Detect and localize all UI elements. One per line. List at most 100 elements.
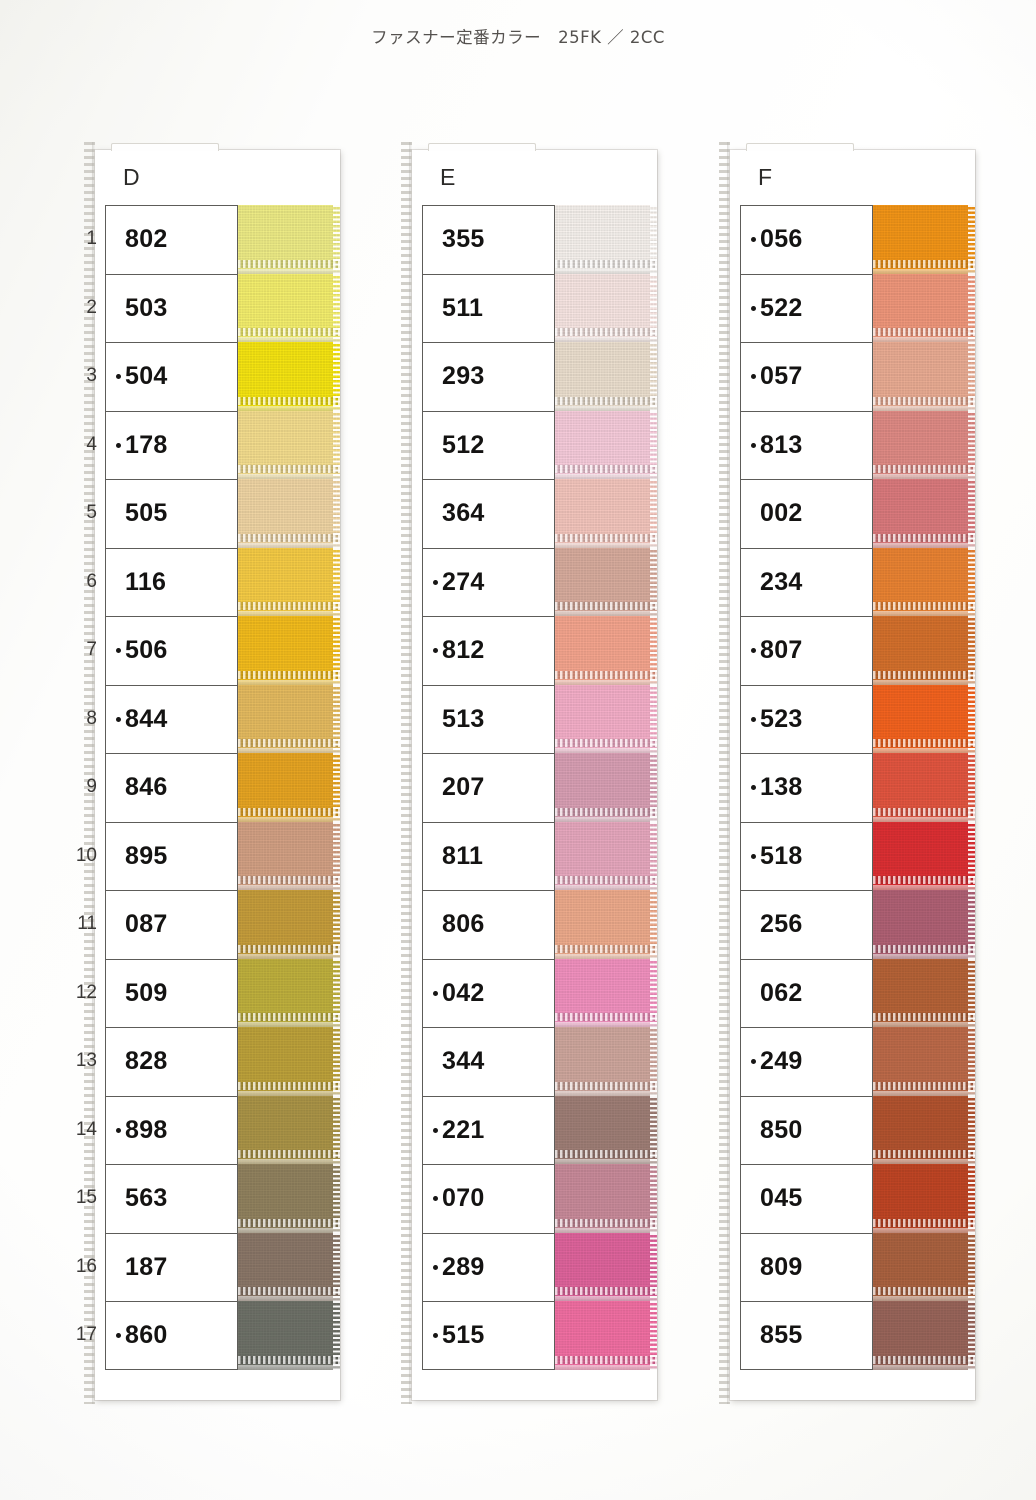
color-code-cell[interactable]: 070 <box>422 1164 555 1233</box>
color-swatch[interactable] <box>238 684 340 753</box>
color-swatch[interactable] <box>555 1095 657 1164</box>
color-code-cell[interactable]: 505 <box>105 479 238 548</box>
color-swatch[interactable] <box>873 205 975 274</box>
color-row[interactable]: 10811 <box>422 821 657 890</box>
color-row[interactable]: 13249 <box>740 1027 975 1096</box>
color-code-cell[interactable]: 256 <box>740 890 873 959</box>
color-row[interactable]: 2 503 <box>86 273 340 342</box>
color-swatch[interactable] <box>238 1095 340 1164</box>
color-swatch[interactable] <box>238 890 340 959</box>
color-row[interactable]: 1355 <box>422 205 657 274</box>
color-swatch[interactable] <box>555 342 657 411</box>
color-row[interactable]: 3 504 <box>86 342 340 411</box>
color-code-cell[interactable]: 511 <box>422 273 555 342</box>
color-code-cell[interactable]: 828 <box>105 1027 238 1096</box>
color-code-cell[interactable]: 850 <box>740 1095 873 1164</box>
color-code-cell[interactable]: 057 <box>740 342 873 411</box>
color-code-cell[interactable]: 504 <box>105 342 238 411</box>
color-swatch[interactable] <box>873 684 975 753</box>
color-swatch[interactable] <box>873 1095 975 1164</box>
color-swatch[interactable] <box>238 1301 340 1370</box>
color-row[interactable]: 13 828 <box>76 1027 340 1096</box>
color-row[interactable]: 6 116 <box>86 547 340 616</box>
color-code-cell[interactable]: 364 <box>422 479 555 548</box>
color-row[interactable]: 17 860 <box>76 1301 340 1370</box>
color-swatch[interactable] <box>873 890 975 959</box>
color-row[interactable]: 10518 <box>740 821 975 890</box>
color-swatch[interactable] <box>555 1027 657 1096</box>
color-swatch[interactable] <box>873 958 975 1027</box>
color-swatch[interactable] <box>555 410 657 479</box>
color-row[interactable]: 14221 <box>422 1095 657 1164</box>
color-code-cell[interactable]: 221 <box>422 1095 555 1164</box>
color-code-cell[interactable]: 509 <box>105 958 238 1027</box>
color-swatch[interactable] <box>555 890 657 959</box>
color-row[interactable]: 4813 <box>740 410 975 479</box>
color-code-cell[interactable]: 895 <box>105 821 238 890</box>
color-code-cell[interactable]: 563 <box>105 1164 238 1233</box>
color-code-cell[interactable]: 802 <box>105 205 238 274</box>
color-row[interactable]: 11 087 <box>77 890 340 959</box>
color-code-cell[interactable]: 178 <box>105 410 238 479</box>
color-swatch[interactable] <box>873 821 975 890</box>
color-code-cell[interactable]: 138 <box>740 753 873 822</box>
color-code-cell[interactable]: 355 <box>422 205 555 274</box>
color-swatch[interactable] <box>555 753 657 822</box>
color-swatch[interactable] <box>555 958 657 1027</box>
color-row[interactable]: 7 506 <box>86 616 340 685</box>
color-swatch[interactable] <box>873 410 975 479</box>
color-row[interactable]: 15 563 <box>76 1164 340 1233</box>
color-row[interactable]: 6274 <box>422 547 657 616</box>
color-swatch[interactable] <box>555 821 657 890</box>
color-swatch[interactable] <box>238 753 340 822</box>
color-swatch[interactable] <box>555 1164 657 1233</box>
color-code-cell[interactable]: 042 <box>422 958 555 1027</box>
color-code-cell[interactable]: 807 <box>740 616 873 685</box>
color-code-cell[interactable]: 513 <box>422 684 555 753</box>
color-row[interactable]: 16289 <box>422 1232 657 1301</box>
color-row[interactable]: 3293 <box>422 342 657 411</box>
color-swatch[interactable] <box>873 1301 975 1370</box>
color-row[interactable]: 12042 <box>422 958 657 1027</box>
color-code-cell[interactable]: 512 <box>422 410 555 479</box>
color-swatch[interactable] <box>555 1301 657 1370</box>
color-swatch[interactable] <box>238 205 340 274</box>
color-swatch[interactable] <box>555 684 657 753</box>
color-swatch[interactable] <box>873 616 975 685</box>
color-code-cell[interactable]: 811 <box>422 821 555 890</box>
color-row[interactable]: 2522 <box>740 273 975 342</box>
color-swatch[interactable] <box>555 1232 657 1301</box>
color-swatch[interactable] <box>555 616 657 685</box>
color-swatch[interactable] <box>873 1164 975 1233</box>
color-code-cell[interactable]: 289 <box>422 1232 555 1301</box>
color-row[interactable]: 2511 <box>422 273 657 342</box>
color-code-cell[interactable]: 506 <box>105 616 238 685</box>
color-code-cell[interactable]: 846 <box>105 753 238 822</box>
color-code-cell[interactable]: 045 <box>740 1164 873 1233</box>
color-code-cell[interactable]: 855 <box>740 1301 873 1370</box>
color-code-cell[interactable]: 062 <box>740 958 873 1027</box>
color-swatch[interactable] <box>238 1232 340 1301</box>
color-row[interactable]: 1056 <box>740 205 975 274</box>
color-code-cell[interactable]: 898 <box>105 1095 238 1164</box>
color-row[interactable]: 3057 <box>740 342 975 411</box>
color-code-cell[interactable]: 860 <box>105 1301 238 1370</box>
color-row[interactable]: 5002 <box>740 479 975 548</box>
color-row[interactable]: 15070 <box>422 1164 657 1233</box>
color-code-cell[interactable]: 344 <box>422 1027 555 1096</box>
color-swatch[interactable] <box>238 616 340 685</box>
color-swatch[interactable] <box>555 547 657 616</box>
color-code-cell[interactable]: 293 <box>422 342 555 411</box>
color-code-cell[interactable]: 806 <box>422 890 555 959</box>
color-row[interactable]: 8523 <box>740 684 975 753</box>
color-row[interactable]: 16809 <box>740 1232 975 1301</box>
color-swatch[interactable] <box>873 273 975 342</box>
color-code-cell[interactable]: 523 <box>740 684 873 753</box>
color-swatch[interactable] <box>238 479 340 548</box>
color-row[interactable]: 7807 <box>740 616 975 685</box>
color-row[interactable]: 4 178 <box>86 410 340 479</box>
color-swatch[interactable] <box>555 205 657 274</box>
color-row[interactable]: 15045 <box>740 1164 975 1233</box>
color-swatch[interactable] <box>873 547 975 616</box>
